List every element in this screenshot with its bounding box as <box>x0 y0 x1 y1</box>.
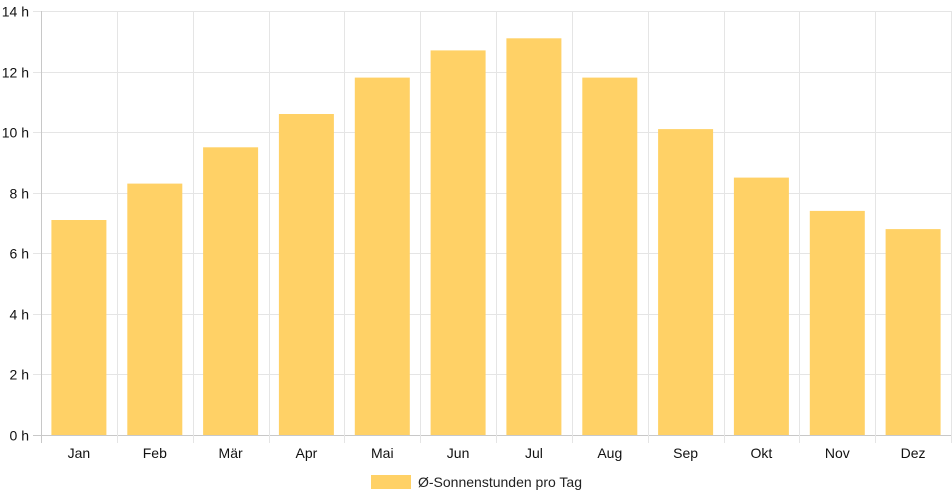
y-tick-label: 8 h <box>10 186 29 202</box>
bar-okt[interactable] <box>733 177 789 435</box>
bar-mai[interactable] <box>354 77 410 435</box>
y-tick-label: 14 h <box>2 4 29 20</box>
bar-sep[interactable] <box>658 129 714 435</box>
x-tick-label: Jan <box>68 445 91 461</box>
legend-swatch[interactable] <box>371 475 411 489</box>
x-tick-label: Okt <box>751 445 773 461</box>
bar-jul[interactable] <box>506 38 562 436</box>
x-tick-label: Aug <box>597 445 622 461</box>
x-tick-label: Feb <box>143 445 167 461</box>
bar-jan[interactable] <box>51 220 107 435</box>
bar-apr[interactable] <box>278 114 334 435</box>
bar-dez[interactable] <box>885 229 941 435</box>
x-tick-label: Dez <box>901 445 926 461</box>
legend[interactable]: Ø-Sonnenstunden pro Tag <box>371 474 582 490</box>
x-tick-label: Jun <box>447 445 470 461</box>
x-tick-label: Jul <box>525 445 543 461</box>
x-tick-label: Nov <box>825 445 850 461</box>
bars-layer <box>51 38 941 436</box>
bar-jun[interactable] <box>430 50 486 436</box>
x-tick-label: Mai <box>371 445 394 461</box>
x-tick-label: Apr <box>296 445 318 461</box>
axis-layer: 0 h 2 h 4 h 6 h 8 h 10 h 12 h 14 h Jan Feb Mär Apr M… <box>2 4 926 462</box>
bar-aug[interactable] <box>582 77 638 435</box>
y-tick-label: 4 h <box>10 307 29 323</box>
bar-feb[interactable] <box>127 183 183 435</box>
x-tick-label: Sep <box>673 445 698 461</box>
y-tick-label: 2 h <box>10 367 29 383</box>
y-tick-label: 6 h <box>10 246 29 262</box>
y-tick-label: 12 h <box>2 65 29 81</box>
legend-label[interactable]: Ø-Sonnenstunden pro Tag <box>418 474 582 490</box>
y-tick-label: 10 h <box>2 125 29 141</box>
x-tick-label: Mär <box>219 445 243 461</box>
bar-nov[interactable] <box>809 210 865 435</box>
bar-mär[interactable] <box>203 147 259 436</box>
grid-layer <box>33 11 952 443</box>
y-tick-label: 0 h <box>10 428 29 444</box>
